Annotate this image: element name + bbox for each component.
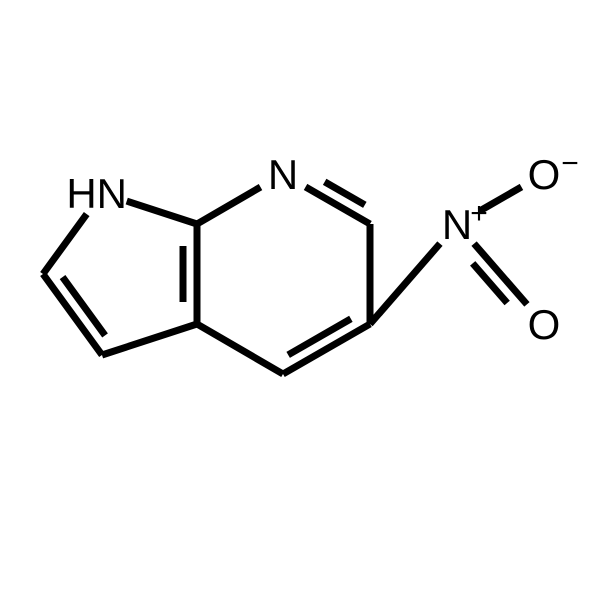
bond-C_fused_top-N_pyrrole_H	[127, 201, 197, 224]
bond-C_pyrrole_3-C_fused_bot	[102, 324, 197, 355]
atom-label-O_double: O	[528, 301, 561, 348]
atom-label-N_pyrrole_H: HN	[66, 170, 127, 217]
bond-N_pyrrole_H-C_pyrrole_2	[43, 214, 87, 274]
atom-label-N_nitro: N	[442, 201, 472, 248]
bond-N_nitro-O_double-inner	[473, 263, 507, 303]
bond-C_ring_bot_r-C_fused_bot	[197, 324, 283, 374]
bond-C_fused_top-N_pyridine	[197, 187, 261, 224]
atom-label-N_pyridine: N	[268, 151, 298, 198]
molecule-canvas: NHNN+O−O	[0, 0, 600, 600]
atom-charge-N_nitro: +	[470, 197, 488, 230]
atom-charge-O_single: −	[561, 147, 579, 180]
atom-label-O_single: O	[528, 151, 561, 198]
bond-C_nitro-N_nitro	[370, 244, 440, 324]
